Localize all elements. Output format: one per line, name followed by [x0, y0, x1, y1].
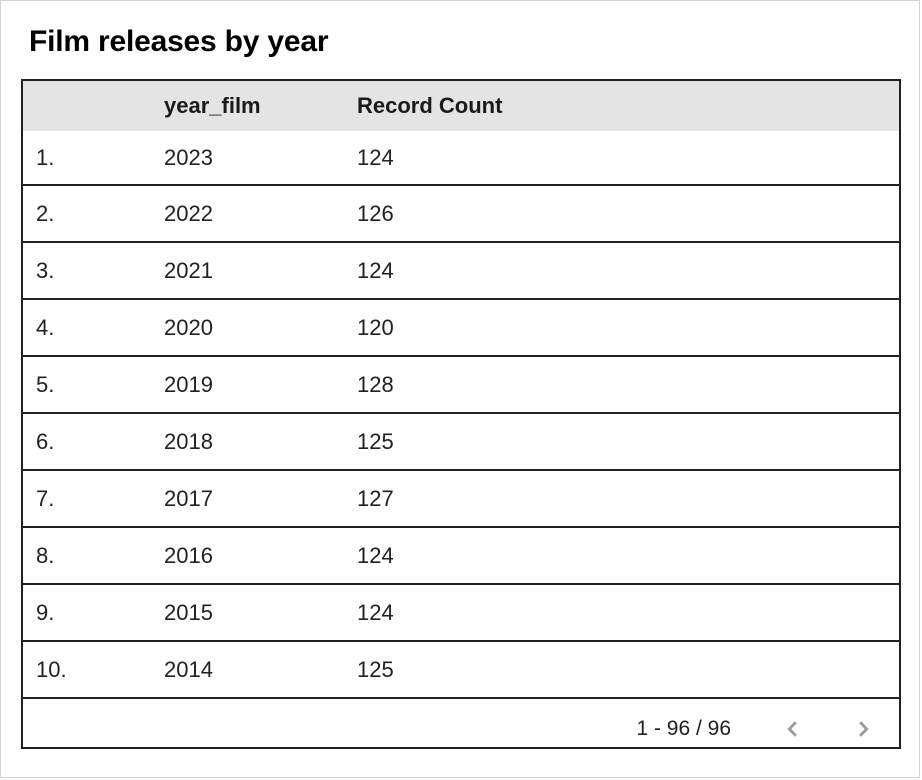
- count-cell: 125: [357, 656, 394, 682]
- table-row: 2. 2022 126: [23, 184, 899, 241]
- year-cell: 2023: [164, 144, 213, 170]
- year-cell: 2018: [164, 428, 213, 454]
- row-number-cell: 9.: [36, 599, 55, 625]
- chart-title: Film releases by year: [29, 25, 329, 58]
- row-number-cell: 8.: [36, 542, 55, 568]
- chevron-left-icon: [780, 716, 806, 742]
- row-number-cell: 3.: [36, 257, 55, 283]
- table-row: 1. 2023 124: [23, 131, 899, 184]
- count-cell: 126: [357, 200, 394, 226]
- year-cell: 2015: [164, 599, 213, 625]
- table-header-row: year_film Record Count: [23, 81, 899, 131]
- table-row: 8. 2016 124: [23, 526, 899, 583]
- column-header-year-film[interactable]: year_film: [164, 93, 261, 118]
- year-cell: 2019: [164, 371, 213, 397]
- table-row: 7. 2017 127: [23, 469, 899, 526]
- table-row: 9. 2015 124: [23, 583, 899, 640]
- year-cell: 2020: [164, 314, 213, 340]
- row-number-cell: 6.: [36, 428, 55, 454]
- row-number-cell: 4.: [36, 314, 55, 340]
- table-row: 4. 2020 120: [23, 298, 899, 355]
- row-number-cell: 5.: [36, 371, 55, 397]
- year-cell: 2016: [164, 542, 213, 568]
- pagination-range: 1 - 96 / 96: [636, 717, 731, 740]
- count-cell: 127: [357, 485, 394, 511]
- chevron-right-icon: [850, 716, 876, 742]
- count-cell: 125: [357, 428, 394, 454]
- row-number-cell: 10.: [36, 656, 67, 682]
- year-cell: 2021: [164, 257, 213, 283]
- table-row: 5. 2019 128: [23, 355, 899, 412]
- pagination-next-button[interactable]: [849, 715, 877, 743]
- year-cell: 2022: [164, 200, 213, 226]
- count-cell: 128: [357, 371, 394, 397]
- table-row: 6. 2018 125: [23, 412, 899, 469]
- row-number-cell: 2.: [36, 200, 55, 226]
- pagination-bar: 1 - 96 / 96: [23, 697, 899, 747]
- data-table: year_film Record Count 1. 2023 124 2. 20…: [21, 79, 901, 749]
- count-cell: 124: [357, 257, 394, 283]
- year-cell: 2017: [164, 485, 213, 511]
- year-cell: 2014: [164, 656, 213, 682]
- count-cell: 124: [357, 542, 394, 568]
- row-number-cell: 1.: [36, 144, 55, 170]
- count-cell: 124: [357, 144, 394, 170]
- count-cell: 124: [357, 599, 394, 625]
- table-row: 3. 2021 124: [23, 241, 899, 298]
- row-number-cell: 7.: [36, 485, 55, 511]
- column-header-record-count[interactable]: Record Count: [357, 93, 503, 118]
- table-row: 10. 2014 125: [23, 640, 899, 697]
- pagination-prev-button[interactable]: [779, 715, 807, 743]
- count-cell: 120: [357, 314, 394, 340]
